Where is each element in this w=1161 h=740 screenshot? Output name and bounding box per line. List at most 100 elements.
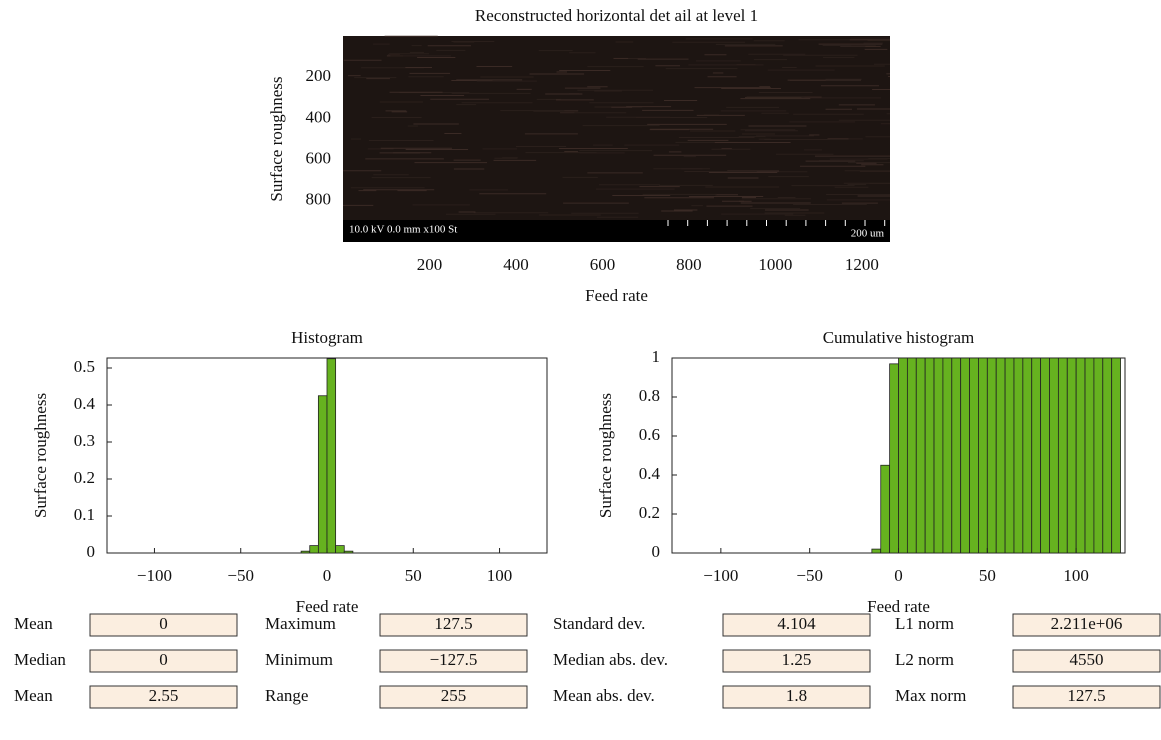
hist-bar — [970, 358, 979, 553]
y-tick-label: 0.6 — [639, 425, 660, 444]
hist-bar — [336, 546, 345, 553]
stat-value: 4.104 — [777, 614, 816, 633]
hist-bar — [925, 358, 934, 553]
hist-bar — [1058, 358, 1067, 553]
stat-label: Minimum — [265, 650, 333, 669]
hist-bar — [961, 358, 970, 553]
screen: Reconstructed horizontal det ail at leve… — [0, 0, 1161, 740]
y-tick-label: 200 — [306, 66, 332, 85]
hist-bar — [1032, 358, 1041, 553]
y-axis-label: Surface roughness — [31, 393, 50, 518]
x-tick-label: 100 — [487, 566, 513, 585]
x-tick-label: 50 — [405, 566, 422, 585]
x-tick-label: 800 — [676, 255, 702, 274]
x-axis-label: Feed rate — [585, 286, 648, 305]
y-axis-label: Surface roughness — [267, 76, 286, 201]
hist-bar — [1094, 358, 1103, 553]
stat-label: Median abs. dev. — [553, 650, 668, 669]
hist-bar — [1067, 358, 1076, 553]
x-tick-label: 600 — [590, 255, 616, 274]
stat-value: 1.25 — [782, 650, 812, 669]
hist-bar — [1103, 358, 1112, 553]
stat-label: Range — [265, 686, 308, 705]
stat-value: 127.5 — [434, 614, 472, 633]
x-tick-label: 0 — [894, 566, 903, 585]
y-tick-label: 0 — [652, 542, 661, 561]
hist-bar — [1085, 358, 1094, 553]
x-tick-label: 1000 — [758, 255, 792, 274]
stat-value: 2.55 — [149, 686, 179, 705]
stat-value: 0 — [159, 650, 168, 669]
hist-bar — [881, 465, 890, 553]
hist-bar — [1041, 358, 1050, 553]
hist-bar — [327, 359, 336, 553]
y-tick-label: 0.2 — [639, 503, 660, 522]
stat-label: Mean — [14, 614, 53, 633]
stat-value: 255 — [441, 686, 467, 705]
y-axis-label: Surface roughness — [596, 393, 615, 518]
hist-bar — [996, 358, 1005, 553]
y-tick-label: 0.5 — [74, 357, 95, 376]
x-tick-label: −50 — [796, 566, 823, 585]
stat-value: −127.5 — [430, 650, 478, 669]
stat-label: L1 norm — [895, 614, 954, 633]
y-tick-label: 1 — [652, 347, 661, 366]
chart-title: Reconstructed horizontal det ail at leve… — [475, 6, 758, 25]
x-tick-label: −50 — [227, 566, 254, 585]
y-tick-label: 0 — [87, 542, 96, 561]
stat-label: Mean abs. dev. — [553, 686, 655, 705]
hist-bar — [934, 358, 943, 553]
hist-bar — [1050, 358, 1059, 553]
stat-value: 0 — [159, 614, 168, 633]
chart-title: Histogram — [291, 328, 363, 347]
hist-bar — [1076, 358, 1085, 553]
x-tick-label: 0 — [323, 566, 332, 585]
y-tick-label: 0.4 — [639, 464, 661, 483]
hist-bar — [872, 549, 881, 553]
y-tick-label: 0.2 — [74, 468, 95, 487]
hist-bar — [907, 358, 916, 553]
stat-label: Median — [14, 650, 66, 669]
stat-value: 1.8 — [786, 686, 807, 705]
hist-bar — [1014, 358, 1023, 553]
hist-bar — [916, 358, 925, 553]
hist-bar — [310, 546, 319, 553]
stat-label: Max norm — [895, 686, 966, 705]
hist-bar — [344, 551, 353, 553]
chart-title: Cumulative histogram — [823, 328, 975, 347]
x-tick-label: 400 — [503, 255, 529, 274]
y-tick-label: 400 — [306, 107, 332, 126]
hist-bar — [1112, 358, 1121, 553]
x-tick-label: −100 — [137, 566, 172, 585]
stat-label: Maximum — [265, 614, 336, 633]
stat-value: 4550 — [1070, 650, 1104, 669]
hist-bar — [943, 358, 952, 553]
hist-bar — [890, 364, 899, 553]
stat-value: 2.211e+06 — [1051, 614, 1123, 633]
x-tick-label: 1200 — [845, 255, 879, 274]
y-tick-label: 0.3 — [74, 431, 95, 450]
stat-value: 127.5 — [1067, 686, 1105, 705]
hist-bar — [301, 551, 310, 553]
x-tick-label: 50 — [979, 566, 996, 585]
hist-bar — [318, 396, 327, 553]
hist-bar — [899, 358, 908, 553]
stat-label: Mean — [14, 686, 53, 705]
image-info-left: 10.0 kV 0.0 mm x100 St — [349, 224, 457, 236]
hist-bar — [978, 358, 987, 553]
stat-label: Standard dev. — [553, 614, 645, 633]
hist-bar — [1023, 358, 1032, 553]
y-tick-label: 600 — [306, 149, 332, 168]
y-tick-label: 0.4 — [74, 394, 96, 413]
y-tick-label: 0.8 — [639, 386, 660, 405]
y-tick-label: 800 — [306, 190, 332, 209]
x-tick-label: −100 — [703, 566, 738, 585]
x-tick-label: 200 — [417, 255, 443, 274]
hist-bar — [987, 358, 996, 553]
y-tick-label: 0.1 — [74, 505, 95, 524]
hist-bar — [1005, 358, 1014, 553]
x-tick-label: 100 — [1063, 566, 1089, 585]
hist-bar — [952, 358, 961, 553]
stat-label: L2 norm — [895, 650, 954, 669]
image-info-right: 200 um — [851, 228, 885, 240]
